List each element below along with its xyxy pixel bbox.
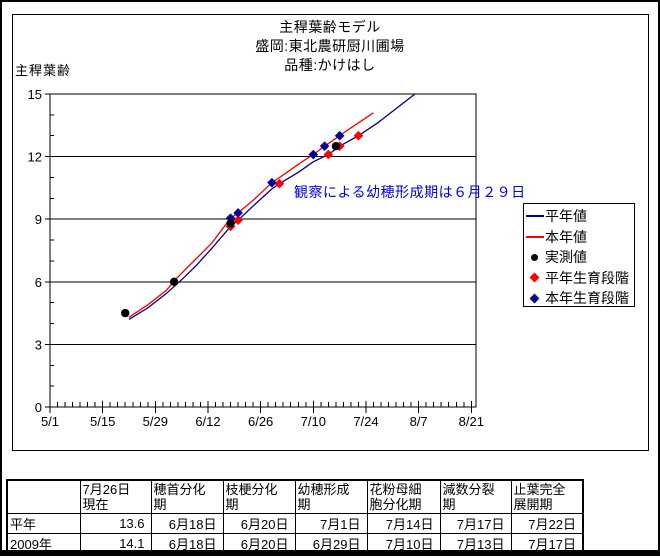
diamonds-honnen-stage-point-3	[308, 149, 319, 160]
y-tick-label-3: 3	[35, 337, 42, 352]
legend-label: 本年値	[545, 228, 587, 245]
table-row-heinen: 平年 13.6 6月18日 6月20日 7月1日 7月14日 7月17日 7月2…	[6, 513, 584, 534]
cell-2009-gensu[interactable]: 7月13日	[439, 533, 512, 555]
diamonds-heinen-stage-point-1	[233, 215, 243, 226]
header-cell-hoshu-bunka[interactable]: 穂首分化 期	[150, 479, 224, 514]
annotation-youho-keiseiki[interactable]: 観察による幼穂形成期は６月２９日	[294, 184, 526, 200]
x-tick-label-6/26: 6/26	[248, 414, 273, 429]
red-diamond-marker-icon	[529, 272, 540, 283]
plot-area-border	[49, 93, 477, 408]
diamonds-heinen-stage-point-5	[353, 130, 364, 141]
legend-label: 平年値	[545, 208, 587, 225]
legend-item-honnen-stage[interactable]: 本年生育段階	[524, 288, 634, 309]
black-circle-marker-icon	[531, 253, 538, 261]
x-tick-label-5/29: 5/29	[143, 414, 168, 429]
y-tick-label-12: 12	[28, 150, 42, 165]
cell-2009-shikou[interactable]: 6月20日	[222, 533, 296, 555]
legend-item-jissoku-value[interactable]: 実測値	[524, 247, 634, 268]
cell-heinen-youho[interactable]: 7月1日	[294, 513, 368, 534]
x-tick-label-7/10: 7/10	[301, 414, 326, 429]
x-tick-label-6/12: 6/12	[195, 414, 220, 429]
header-cell-shikou-bunka[interactable]: 枝梗分化 期	[222, 479, 296, 514]
cell-heinen-hoshu[interactable]: 6月18日	[150, 513, 224, 534]
chart-title: 主稈葉齢モデル 盛岡:東北農研厨川圃場 品種:かけはし	[2, 18, 658, 75]
diamonds-honnen-stage-point-1	[233, 208, 243, 218]
x-tick-label-5/15: 5/15	[90, 414, 115, 429]
diamonds-honnen-stage-point-5	[334, 130, 345, 141]
table-header-row: 7月26日 現在 穂首分化 期 枝梗分化 期 幼穂形成 期 花粉母細 胞分化期 …	[6, 479, 584, 514]
window-bottom-edge	[2, 550, 658, 554]
cell-heinen-shikou[interactable]: 6月20日	[222, 513, 296, 534]
x-tick-label-7/24: 7/24	[353, 414, 378, 429]
line-heinen	[128, 93, 416, 320]
row-label-heinen[interactable]: 平年	[6, 513, 81, 534]
cell-2009-current[interactable]: 14.1	[79, 533, 152, 555]
growth-stage-table: 7月26日 現在 穂首分化 期 枝梗分化 期 幼穂形成 期 花粉母細 胞分化期 …	[6, 479, 584, 555]
dots-jissoku-point-1	[169, 277, 179, 286]
cell-heinen-current[interactable]: 13.6	[79, 513, 152, 534]
y-tick-label-15: 15	[28, 87, 42, 102]
dots-jissoku-point-2	[226, 219, 235, 228]
chart-title-line-1: 主稈葉齢モデル	[279, 19, 381, 35]
y-tick-label-6: 6	[35, 275, 42, 290]
legend-item-heinen-stage[interactable]: 平年生育段階	[524, 268, 634, 289]
table-row-2009: 2009年 14.1 6月18日 6月20日 6月29日 7月10日 7月13日…	[6, 533, 584, 555]
chart-legend[interactable]: 平年値 本年値 実測値 平年生育段階 本年生育段階	[523, 203, 635, 307]
cell-2009-hoshu[interactable]: 6月18日	[150, 533, 224, 555]
cell-heinen-shiyou[interactable]: 7月22日	[510, 513, 584, 534]
header-cell-gensu-bunretsu[interactable]: 減数分裂 期	[439, 479, 512, 514]
x-tick-label-5/1: 5/1	[41, 414, 59, 429]
blue-line-marker-icon	[525, 215, 544, 218]
header-cell-current[interactable]: 7月26日 現在	[79, 479, 152, 514]
blue-diamond-marker-icon	[529, 293, 540, 304]
header-cell-kafun-bosaibo[interactable]: 花粉母細 胞分化期	[366, 479, 441, 514]
diamonds-honnen-stage-point-0	[225, 213, 236, 223]
header-cell-empty[interactable]	[6, 479, 81, 514]
header-cell-youho-keisei[interactable]: 幼穂形成 期	[294, 479, 368, 514]
chart-title-line-2: 盛岡:東北農研厨川圃場	[255, 38, 405, 54]
legend-item-honnen-value[interactable]: 本年値	[524, 227, 634, 248]
legend-label: 平年生育段階	[545, 269, 629, 286]
cell-2009-shiyou[interactable]: 7月17日	[510, 533, 584, 555]
header-cell-shiyou-tenkai[interactable]: 止葉完全 展開期	[510, 479, 584, 514]
legend-item-heinen-value[interactable]: 平年値	[524, 206, 634, 227]
diamonds-honnen-stage-point-2	[267, 177, 277, 188]
y-tick-label-9: 9	[35, 212, 42, 227]
diamonds-honnen-stage-point-4	[319, 141, 330, 151]
diamonds-heinen-stage-point-2	[274, 178, 285, 189]
cell-heinen-gensu[interactable]: 7月17日	[439, 513, 512, 534]
dots-jissoku-point-0	[121, 308, 130, 318]
cell-2009-youho[interactable]: 6月29日	[294, 533, 368, 555]
legend-label: 実測値	[545, 249, 587, 266]
legend-label: 本年生育段階	[545, 290, 629, 307]
y-tick-label-0: 0	[35, 400, 42, 415]
dots-jissoku-point-3	[331, 141, 341, 151]
x-tick-label-8/21: 8/21	[459, 414, 484, 429]
x-tick-label-8/7: 8/7	[410, 414, 428, 429]
cell-heinen-kafun[interactable]: 7月14日	[366, 513, 441, 534]
diamonds-heinen-stage-point-3	[323, 149, 334, 160]
red-line-marker-icon	[525, 235, 544, 238]
y-axis-title: 主稈葉齢	[15, 63, 72, 78]
chart-title-line-3: 品種:かけはし	[284, 57, 376, 73]
